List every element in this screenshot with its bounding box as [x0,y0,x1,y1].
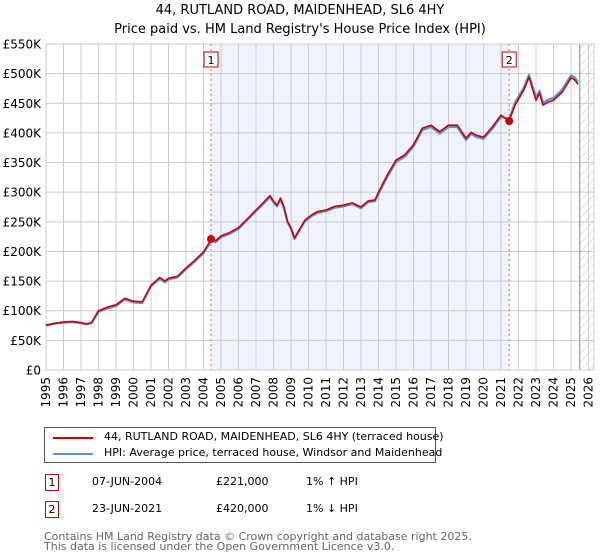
sale-date: 07-JUN-2004 [92,475,163,488]
x-tick-label: 2005 [214,377,228,408]
table-row: 1 07-JUN-2004 £221,000 1% ↑ HPI [44,474,404,492]
x-tick-label: 2011 [319,377,333,408]
x-tick-label: 1998 [92,377,106,408]
y-tick-label: £550K [3,38,43,52]
axes [45,43,595,371]
y-tick-label: £450K [3,97,43,111]
x-tick-label: 2009 [284,377,298,408]
x-tick-label: 2026 [582,377,596,408]
x-axis-labels: 1995 1996 1997 1998 1999 2000 2001 2002 2003 2004… [39,377,596,408]
x-tick-label: 1996 [57,377,71,408]
sale-point [207,235,216,244]
x-tick-label: 2019 [459,377,473,408]
x-tick-label: 2015 [389,377,403,408]
x-tick-label: 2000 [127,377,141,408]
x-tick-label: 2023 [529,377,543,408]
sale-lines [210,44,510,370]
sale-date: 23-JUN-2021 [92,502,163,515]
legend: 44, RUTLAND ROAD, MAIDENHEAD, SL6 4HY (t… [44,427,444,463]
x-tick-label: 2010 [302,377,316,408]
future-hatch-area [579,44,594,370]
legend-label-hpi: HPI: Average price, terraced house, Wind… [104,446,443,459]
x-tick-label: 2014 [372,377,386,408]
table-row: 2 23-JUN-2021 £420,000 1% ↓ HPI [44,501,404,519]
sale-hpi-diff: 1% ↑ HPI [306,475,358,488]
footer-copyright: Contains HM Land Registry data © Crown c… [44,530,472,543]
footer-licence: This data is licensed under the Open Gov… [44,540,395,553]
sale-marker-box [203,51,219,68]
x-tick-label: 2024 [547,377,561,408]
y-tick-label: £300K [3,186,43,200]
x-tick-label: 2001 [144,377,158,408]
x-tick-label: 1997 [74,377,88,408]
forecast-hatch [579,44,594,370]
price-chart: £0 £50K £100K £150K £200K £250K £300K £350K £400… [3,38,596,408]
sale-marker-number: 2 [506,54,513,67]
x-tick-label: 2025 [564,377,578,408]
plot-frame [45,43,595,371]
x-tick-label: 2007 [249,377,263,408]
x-tick-label: 2017 [424,377,438,408]
x-tick-label: 2013 [354,377,368,408]
x-tick-label: 2020 [477,377,491,408]
y-tick-label: £250K [3,215,43,229]
y-tick-label: £0 [26,364,41,378]
y-tick-label: £150K [3,275,43,289]
legend-item-property: 44, RUTLAND ROAD, MAIDENHEAD, SL6 4HY (t… [45,430,444,446]
sale-marker-box [501,51,517,68]
x-tick-label: 2018 [442,377,456,408]
sale-marker-badge: 2 [45,501,59,518]
x-tick-label: 2006 [232,377,246,408]
series [45,73,579,327]
footer: Contains HM Land Registry data © Crown c… [44,530,472,553]
chart-subtitle: Price paid vs. HM Land Registry's House … [114,22,486,37]
sale-price: £221,000 [216,475,269,488]
y-tick-label: £200K [3,245,43,259]
sale-hpi-diff: 1% ↓ HPI [306,502,358,515]
sale-marker-number: 1 [208,54,215,67]
sale-marker-badge: 1 [45,474,59,491]
y-tick-label: £400K [3,126,43,140]
x-tick-label: 1995 [39,377,53,408]
y-tick-label: £500K [3,67,43,81]
chart-title: 44, RUTLAND ROAD, MAIDENHEAD, SL6 4HY [155,3,445,18]
y-tick-label: £350K [3,156,43,170]
x-tick-label: 2012 [337,377,351,408]
y-tick-label: £100K [3,304,43,318]
sale-point [505,117,514,126]
x-tick-label: 2004 [197,377,211,408]
x-tick-label: 1999 [109,377,123,408]
legend-item-hpi: HPI: Average price, terraced house, Wind… [45,446,442,462]
x-tick-label: 2008 [267,377,281,408]
x-tick-label: 2021 [494,377,508,408]
y-axis-labels: £0 £50K £100K £150K £200K £250K £300K £350K £400… [3,38,43,378]
legend-swatch-property [53,437,93,439]
y-tick-label: £50K [10,334,42,348]
x-tick-label: 2016 [407,377,421,408]
sale-price: £420,000 [216,502,269,515]
x-tick-label: 2022 [512,377,526,408]
property-price-line [45,76,579,326]
legend-swatch-hpi [53,453,93,455]
x-tick-label: 2002 [162,377,176,408]
x-tick-label: 2003 [179,377,193,408]
legend-label-property: 44, RUTLAND ROAD, MAIDENHEAD, SL6 4HY (t… [104,430,444,443]
